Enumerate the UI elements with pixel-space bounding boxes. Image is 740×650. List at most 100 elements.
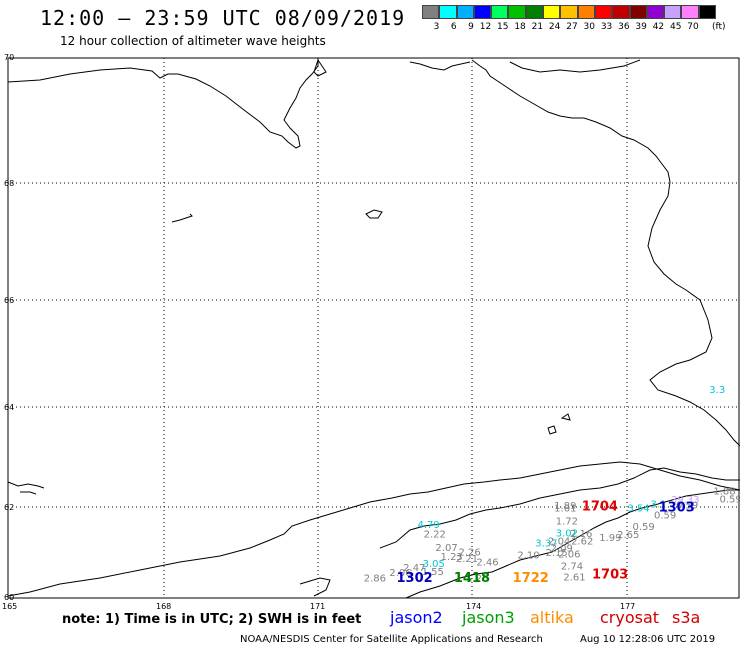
wave-height-value: 1.23: [441, 552, 463, 563]
wave-height-value: 2.74: [561, 561, 583, 572]
wave-height-value: 2.06: [389, 568, 411, 579]
wave-height-value: 39.33: [671, 495, 700, 506]
scale-label: 18: [514, 22, 526, 32]
wave-height-value: 0.59: [654, 511, 676, 522]
lon-label: 177: [620, 602, 635, 611]
wave-height-value: 4.79: [418, 520, 440, 531]
scale-label: 70: [687, 22, 699, 32]
coastline: [409, 61, 471, 71]
scale-label: 6: [450, 22, 457, 32]
wave-height-value: 2.15: [545, 548, 567, 559]
coastline: [547, 425, 557, 435]
lat-label: 64: [4, 403, 14, 412]
legend-item-jason2: jason2: [390, 608, 443, 627]
scale-swatch: [629, 5, 647, 19]
scale-swatch: [646, 5, 665, 19]
lat-label: 60: [4, 593, 14, 602]
scale-swatch: [594, 5, 613, 19]
wave-height-value: 1.89: [554, 501, 576, 512]
scale-swatch: [456, 5, 474, 19]
pass-time-label: 1418: [454, 571, 490, 586]
footnote: note: 1) Time is in UTC; 2) SWH is in fe…: [62, 612, 362, 627]
scale-label: 33: [600, 22, 613, 32]
wave-height-value: 2.16: [570, 529, 592, 540]
map-frame: [7, 57, 740, 599]
scale-swatch: [664, 5, 682, 19]
wave-height-value: 2.47: [403, 563, 425, 574]
coastline: [509, 59, 641, 73]
wave-height-value: 2.09: [551, 544, 573, 555]
coastline: [379, 467, 740, 549]
coastline: [171, 213, 193, 223]
scale-swatch: [422, 5, 440, 19]
pass-time-label: 1703: [592, 568, 628, 583]
scale-swatch: [525, 5, 544, 19]
wave-height-value: 2.26: [458, 547, 480, 558]
coastline: [405, 489, 740, 599]
legend-item-cryosat: cryosat: [600, 608, 660, 627]
scale-label: 27: [566, 22, 578, 32]
wave-height-value: 2.22: [424, 530, 446, 541]
wave-height-value: 2.61: [563, 573, 585, 584]
legend-item-altika: altika: [530, 608, 574, 627]
scale-swatch: [560, 5, 578, 19]
wave-height-value: 0.59: [633, 522, 655, 533]
wave-height-value: 2.21: [456, 554, 478, 565]
wave-height-value: 3.54: [627, 504, 649, 515]
lon-label: 168: [156, 602, 171, 611]
wave-height-value: 0.59: [720, 494, 740, 505]
wave-height-value: 1.26: [466, 573, 488, 584]
wave-height-value: 1.72: [556, 517, 578, 528]
scale-label: 45: [670, 22, 682, 32]
scale-swatch: [698, 5, 717, 19]
wave-height-value: 3.3: [709, 385, 725, 396]
pass-time-label: 1722: [513, 571, 549, 586]
scale-label: 12: [479, 22, 492, 32]
scale-label: 36: [618, 22, 630, 32]
coastline: [7, 58, 319, 149]
lon-label: 165: [2, 602, 17, 611]
pass-time-label: 1704: [582, 500, 618, 515]
coastline: [365, 209, 383, 219]
coastline: [471, 59, 740, 447]
wave-height-value: 2.65: [617, 530, 639, 541]
scale-swatch: [508, 5, 526, 19]
wave-height-value: 2.04: [548, 537, 570, 548]
scale-swatch: [612, 5, 630, 19]
coastline: [560, 413, 571, 421]
wave-height-value: 2.62: [571, 537, 593, 548]
scale-label: 42: [652, 22, 665, 32]
lat-label: 62: [4, 503, 14, 512]
legend-item-jason3: jason3: [462, 608, 515, 627]
wave-height-value: 1.61: [554, 504, 576, 515]
pass-time-label: 1302: [396, 571, 432, 586]
wave-height-value: 3.05: [423, 559, 445, 570]
lat-label: 68: [4, 179, 14, 188]
wave-height-value: 1.88: [713, 486, 735, 497]
coastline: [7, 481, 45, 489]
scale-label: 24: [548, 22, 561, 32]
timestamp-text: Aug 10 12:28:06 UTC 2019: [580, 634, 716, 645]
lon-label: 171: [310, 602, 325, 611]
coastline: [7, 461, 740, 597]
coastline: [313, 58, 327, 77]
coastline: [20, 491, 37, 495]
scale-label: 15: [497, 22, 509, 32]
scale-label: 9: [468, 22, 474, 32]
lat-label: 66: [4, 296, 14, 305]
wave-height-value: 2.86: [364, 573, 386, 584]
wave-height-value: 3.02: [556, 528, 578, 539]
scale-swatch: [543, 5, 561, 19]
scale-swatch: [491, 5, 509, 19]
scale-label: 39: [635, 22, 647, 32]
wave-height-value: 1.55: [422, 567, 444, 578]
chart-subtitle: 12 hour collection of altimeter wave hei…: [60, 34, 326, 48]
scale-swatch: [577, 5, 595, 19]
wave-height-value: 2.07: [435, 543, 457, 554]
wave-height-value: 2.10: [517, 551, 539, 562]
scale-label: 30: [583, 22, 595, 32]
wave-height-scale-labels: 3 6 9 12 15 18 21 24 27 30 33 36 39 42 45 70: [422, 22, 716, 32]
credit-text: NOAA/NESDIS Center for Satellite Applica…: [240, 634, 543, 645]
legend-item-s3a: s3a: [672, 608, 701, 627]
